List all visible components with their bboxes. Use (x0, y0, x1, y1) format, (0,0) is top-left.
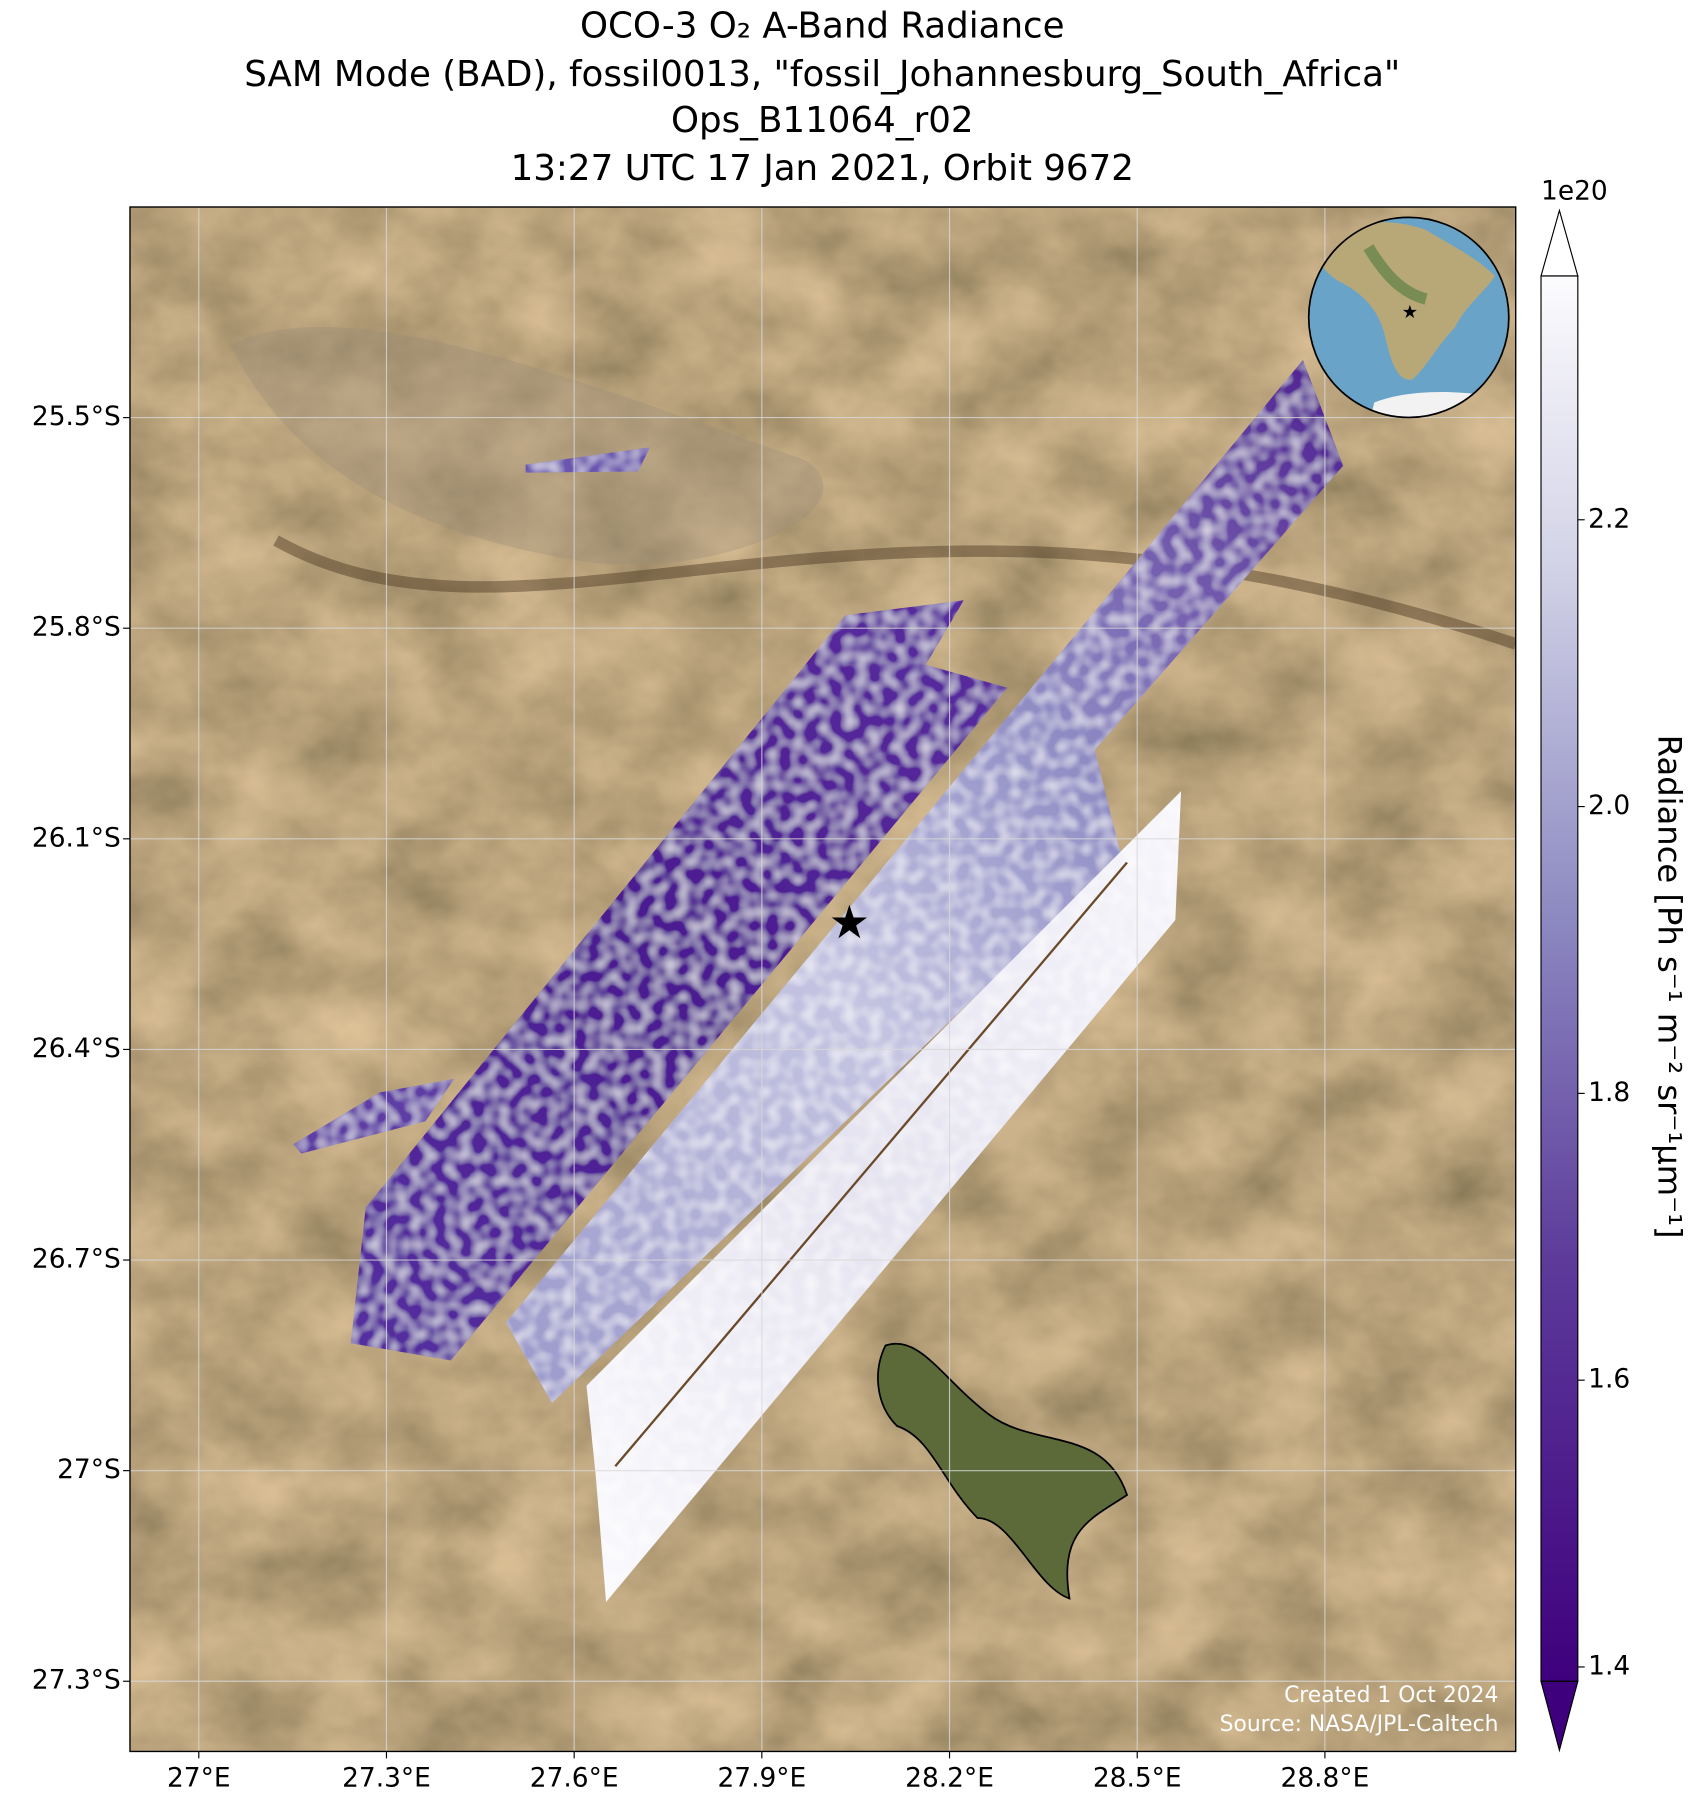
y-tick-label: 26.1°S (32, 822, 121, 853)
y-tick-label: 27.3°S (32, 1665, 121, 1696)
swath (586, 791, 1182, 1602)
swath (506, 359, 1344, 1403)
x-tick-label: 27.9°E (717, 1763, 806, 1794)
globe-inset: ★ (1307, 216, 1510, 419)
x-tick-label: 28.8°E (1281, 1763, 1370, 1794)
colorbar-body (1541, 275, 1578, 1682)
colorbar-tick-label: 1.4 (1588, 1650, 1630, 1681)
title-line: Ops_B11064_r02 (671, 100, 974, 141)
x-tick-label: 27.3°E (342, 1763, 431, 1794)
ridge (273, 535, 1516, 650)
swaths (293, 359, 1344, 1602)
title: OCO-3 O₂ A-Band Radiance SAM Mode (BAD),… (244, 6, 1400, 190)
x-tick-label: 27°E (167, 1763, 231, 1794)
y-tick-label: 26.4°S (32, 1033, 121, 1064)
swath (293, 1078, 455, 1154)
globe-outline (1307, 216, 1510, 419)
colorbar-tick-label: 1.8 (1588, 1077, 1630, 1108)
colorbar-tick-label: 2.0 (1588, 790, 1630, 821)
y-tick-label: 27°S (57, 1454, 121, 1485)
track-line (614, 861, 1128, 1467)
colorbar-frame (1540, 275, 1579, 1682)
target-marker: ★ (829, 895, 870, 949)
title-line: 13:27 UTC 17 Jan 2021, Orbit 9672 (511, 148, 1134, 189)
y-tick-label: 25.5°S (32, 401, 121, 432)
x-tick-label: 28.2°E (905, 1763, 994, 1794)
colorbar-extend-low (1540, 1680, 1579, 1753)
vegetation (1363, 244, 1428, 305)
colorbar-extend-high (1540, 208, 1579, 277)
x-tick-label: 28.5°E (1093, 1763, 1182, 1794)
globe-marker: ★ (1402, 302, 1418, 323)
title-line: SAM Mode (BAD), fossil0013, "fossil_Joha… (244, 54, 1400, 95)
credit: Created 1 Oct 2024 (1284, 1683, 1498, 1708)
colorbar-tick-label: 1.6 (1588, 1364, 1630, 1395)
map-frame (129, 206, 1517, 1753)
y-tick-label: 26.7°S (32, 1244, 121, 1275)
colorbar-exponent: 1e20 (1541, 176, 1608, 207)
target: ★ (829, 895, 870, 949)
colorbar-tick-label: 2.2 (1588, 503, 1630, 534)
x-tick-label: 27.6°E (530, 1763, 619, 1794)
credit: Source: NASA/JPL-Caltech (1220, 1712, 1499, 1737)
swath (350, 600, 1008, 1361)
africa (1317, 221, 1496, 380)
colorbar-label: Radiance [Ph s⁻¹ m⁻² sr⁻¹μm⁻¹] (1651, 735, 1689, 1239)
map-area: ★ ★ Created 1 Oct 2024 Source: NASA/JPL-… (129, 206, 1516, 1752)
axes: 27°E 27.3°E 27.6°E 27.9°E 28.2°E 28.5°E 28.8°E… (32, 401, 1369, 1793)
urban-area (230, 327, 824, 565)
grid (129, 206, 1516, 1752)
title-line: OCO-3 O₂ A-Band Radiance (580, 6, 1065, 47)
colorbar: 1e20 Radiance [Ph s⁻¹ m⁻² sr⁻¹μm⁻¹] 1.4 1… (1540, 176, 1689, 1753)
y-tick-label: 25.8°S (32, 612, 121, 643)
swath (525, 447, 650, 473)
